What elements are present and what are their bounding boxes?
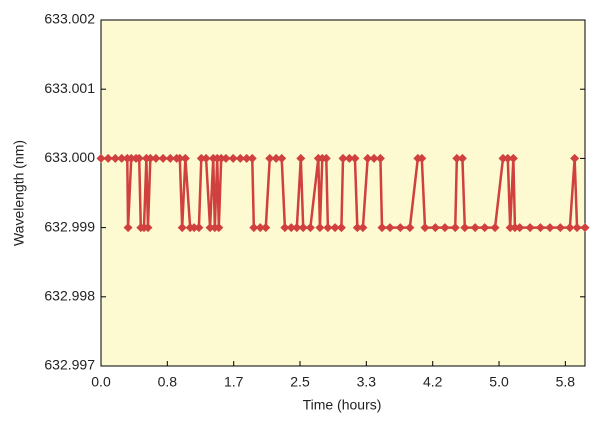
y-tick-label: 633.002 [44, 11, 95, 27]
data-marker [221, 153, 231, 163]
data-marker [96, 153, 106, 163]
y-tick-label: 632.999 [44, 218, 95, 234]
data-marker [255, 223, 265, 233]
data-marker [572, 223, 582, 233]
data-marker [375, 153, 385, 163]
data-marker [344, 153, 354, 163]
data-marker [525, 223, 535, 233]
data-marker [216, 153, 226, 163]
x-tick-label: 1.7 [224, 374, 244, 390]
data-marker [480, 223, 490, 233]
data-marker [498, 153, 508, 163]
data-marker [505, 223, 515, 233]
data-marker [194, 223, 204, 233]
data-marker [338, 153, 348, 163]
data-marker [103, 153, 113, 163]
x-tick-label: 4.2 [423, 374, 443, 390]
data-marker [336, 223, 346, 233]
data-marker [145, 153, 155, 163]
data-marker [151, 153, 161, 163]
data-marker [330, 223, 340, 233]
data-marker [503, 153, 513, 163]
data-marker [123, 223, 133, 233]
y-tick-label: 633.001 [44, 80, 95, 96]
data-marker [405, 223, 415, 233]
data-marker [555, 223, 565, 233]
data-marker [189, 223, 199, 233]
data-marker [430, 223, 440, 233]
data-marker [126, 153, 136, 163]
data-marker [420, 223, 430, 233]
data-marker [247, 153, 257, 163]
data-marker [363, 153, 373, 163]
data-marker [450, 223, 460, 233]
data-marker [508, 153, 518, 163]
data-marker [358, 223, 368, 233]
data-marker [201, 153, 211, 163]
data-marker [580, 223, 590, 233]
data-marker [570, 153, 580, 163]
data-marker [235, 153, 245, 163]
data-marker [277, 153, 287, 163]
data-marker [323, 223, 333, 233]
data-marker [143, 223, 153, 233]
data-marker [457, 153, 467, 163]
data-marker [134, 153, 144, 163]
y-axis-label: Wavelength (nm) [11, 140, 27, 246]
data-marker [321, 153, 331, 163]
data-marker [110, 153, 120, 163]
data-marker [565, 223, 575, 233]
data-marker [385, 223, 395, 233]
data-marker [315, 223, 325, 233]
data-marker [452, 153, 462, 163]
data-marker [535, 223, 545, 233]
data-marker [305, 223, 315, 233]
y-tick-label: 632.998 [44, 288, 95, 304]
data-marker [242, 153, 252, 163]
data-marker [510, 223, 520, 233]
data-marker [470, 223, 480, 233]
x-tick-label: 3.3 [357, 374, 377, 390]
data-marker [249, 223, 259, 233]
data-marker [175, 153, 185, 163]
data-marker [515, 223, 525, 233]
data-marker [177, 223, 187, 233]
x-tick-label: 2.5 [290, 374, 310, 390]
data-marker [158, 153, 168, 163]
x-axis-label: Time (hours) [303, 397, 382, 413]
data-marker [490, 223, 500, 233]
data-marker [271, 153, 281, 163]
data-marker [228, 153, 238, 163]
data-marker [117, 153, 127, 163]
data-marker [265, 153, 275, 163]
data-marker [165, 153, 175, 163]
data-marker [298, 223, 308, 233]
data-marker [369, 153, 379, 163]
data-marker [261, 223, 271, 233]
data-marker [545, 223, 555, 233]
x-tick-label: 0.0 [91, 374, 111, 390]
data-marker [292, 223, 302, 233]
data-marker [286, 223, 296, 233]
data-marker [377, 223, 387, 233]
x-tick-label: 5.0 [489, 374, 509, 390]
data-marker [196, 153, 206, 163]
data-marker [296, 153, 306, 163]
x-tick-label: 5.8 [556, 374, 576, 390]
data-marker [460, 223, 470, 233]
data-marker [417, 153, 427, 163]
x-tick-label: 0.8 [158, 374, 178, 390]
data-marker [350, 153, 360, 163]
y-tick-label: 632.997 [44, 357, 95, 373]
data-marker [352, 223, 362, 233]
data-marker [395, 223, 405, 233]
y-tick-label: 633.000 [44, 149, 95, 165]
data-marker [180, 153, 190, 163]
data-marker [205, 223, 215, 233]
data-marker [440, 223, 450, 233]
data-marker [214, 223, 224, 233]
data-marker [280, 223, 290, 233]
